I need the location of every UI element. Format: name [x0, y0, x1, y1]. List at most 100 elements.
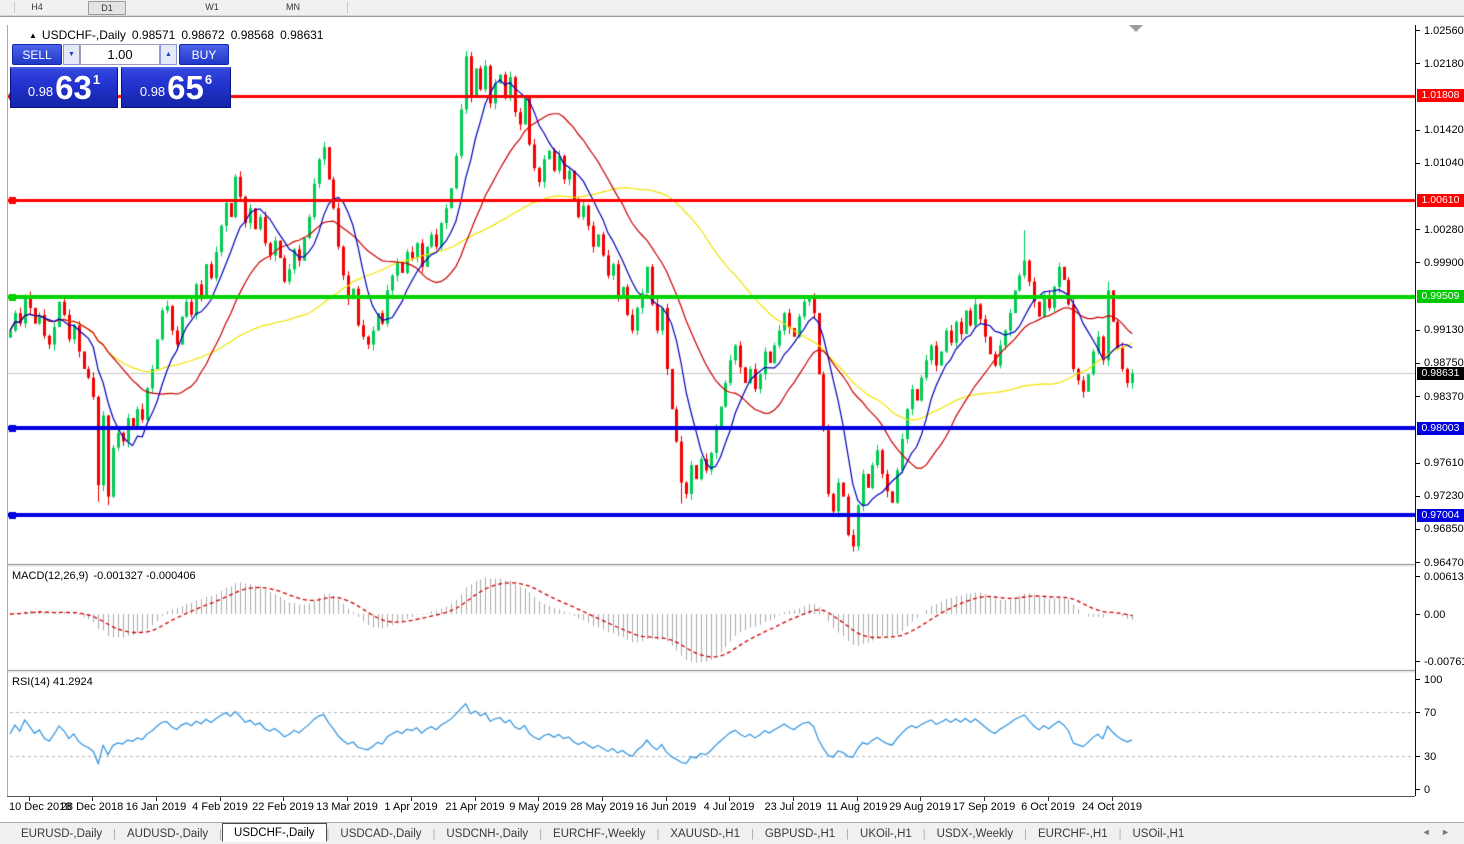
rsi-scale-tick-mark [1416, 679, 1420, 680]
date-label: 11 Aug 2019 [826, 801, 888, 813]
sell-quote-button[interactable]: 0.98 63 1 [10, 67, 118, 108]
chart-tab[interactable]: USDCNH-,Daily [446, 827, 529, 840]
price-axis[interactable]: 1.02560 1.02180 1.01420 1.01040 1.00280 0.999… [1415, 25, 1464, 796]
date-label: 16 Jan 2019 [125, 801, 187, 813]
price-tick: 0.99130 [1424, 324, 1464, 336]
date-tick-mark [602, 797, 603, 801]
date-tick-mark [729, 797, 730, 801]
tab-separator: | [922, 827, 926, 840]
sell-price-base: 0.98 [27, 84, 54, 99]
chart-tab[interactable]: USDCHF-,Daily [222, 823, 327, 842]
chart-tab[interactable]: EURCHF-,H1 [1037, 827, 1108, 840]
price-tick-mark [1416, 262, 1420, 263]
ohlc-high: 0.98672 [181, 28, 225, 42]
price-tick-mark [1416, 463, 1420, 464]
date-tick-mark [411, 797, 412, 801]
date-axis[interactable]: 10 Dec 2018 28 Dec 2018 16 Jan 2019 4 Feb 2… [7, 796, 1415, 816]
price-tick-mark [1416, 130, 1420, 131]
chart-tab[interactable]: EURCHF-,Weekly [553, 827, 646, 840]
chart-tab[interactable]: AUDUSD-,Daily [127, 827, 209, 840]
rsi-name: RSI(14) 41.2924 [12, 676, 93, 688]
chart-tab-bar: EURUSD-,Daily | AUDUSD-,Daily | USDCHF-,Dail… [0, 822, 1464, 844]
chart-tab[interactable]: UKOil-,H1 [860, 827, 912, 840]
price-tick: 0.98750 [1424, 357, 1464, 369]
price-tick: 1.02560 [1424, 25, 1464, 37]
tab-separator: | [656, 827, 660, 840]
price-tick: 1.01040 [1424, 157, 1464, 169]
rsi-indicator-label: RSI(14) 41.2924 [12, 676, 98, 688]
date-tick-mark [92, 797, 93, 801]
date-tick-mark [283, 797, 284, 801]
chart-tab[interactable]: USDX-,Weekly [936, 827, 1014, 840]
tab-separator: | [432, 827, 436, 840]
chart-tab[interactable]: GBPUSD-,H1 [764, 827, 836, 840]
price-badge: 0.99509 [1417, 290, 1464, 303]
symbol-title: USDCHF-,Daily [41, 28, 126, 42]
timeframe-button-mn[interactable]: MN [286, 2, 300, 12]
timeframe-button-h4[interactable]: H4 [31, 2, 43, 12]
one-click-trade-panel: SELL ▼ 1.00 ▲ BUY 0.98 63 1 0.98 65 6 [10, 42, 231, 108]
date-label: 16 Jun 2019 [635, 801, 697, 813]
date-label: 24 Oct 2019 [1082, 801, 1142, 813]
chart-window: ▲ USDCHF-,Daily 0.98571 0.98672 0.98568 0.986… [0, 16, 1464, 822]
collapse-triangle-icon[interactable]: ▲ [29, 31, 37, 40]
date-tick-mark [857, 797, 858, 801]
buy-button[interactable]: BUY [179, 44, 229, 65]
sell-price-sup: 1 [92, 72, 101, 87]
symbol-header: ▲ USDCHF-,Daily 0.98571 0.98672 0.98568 0.986… [29, 28, 323, 42]
date-label: 4 Jul 2019 [703, 801, 755, 813]
buy-price-sup: 6 [204, 72, 213, 87]
volume-increase-button[interactable]: ▲ [160, 44, 177, 65]
price-tick: 1.00280 [1424, 224, 1464, 236]
chart-tab[interactable]: EURUSD-,Daily [21, 827, 103, 840]
date-tick-mark [347, 797, 348, 801]
rsi-scale-tick: 70 [1424, 707, 1437, 719]
rsi-scale-tick-mark [1416, 789, 1420, 790]
price-tick: 1.02180 [1424, 58, 1464, 70]
date-label: 22 Feb 2019 [252, 801, 314, 813]
date-tick-mark [1112, 797, 1113, 801]
price-tick-mark [1416, 529, 1420, 530]
date-tick-mark [220, 797, 221, 801]
chart-tab[interactable]: USOil-,H1 [1132, 827, 1185, 840]
timeframe-button-d1[interactable]: D1 [88, 1, 126, 15]
price-badge: 1.00610 [1417, 194, 1464, 207]
price-badge: 0.98631 [1417, 367, 1464, 380]
date-label: 17 Sep 2019 [952, 801, 1016, 813]
buy-quote-button[interactable]: 0.98 65 6 [121, 67, 231, 108]
chart-tab[interactable]: USDCAD-,Daily [340, 827, 422, 840]
price-tick: 0.97610 [1424, 457, 1464, 469]
volume-input[interactable]: 1.00 [80, 44, 160, 65]
price-tick: 0.97230 [1424, 490, 1464, 502]
price-chart-canvas[interactable] [8, 25, 1416, 796]
price-tick-mark [1416, 363, 1420, 364]
toolbar-separator [14, 2, 15, 13]
volume-decrease-button[interactable]: ▼ [63, 44, 80, 65]
date-tick-mark [156, 797, 157, 801]
price-tick: 0.96850 [1424, 523, 1464, 535]
date-label: 21 Apr 2019 [445, 801, 505, 813]
tab-separator: | [219, 827, 223, 840]
date-tick-mark [1048, 797, 1049, 801]
tab-separator: | [751, 827, 754, 840]
timeframe-button-w1[interactable]: W1 [205, 2, 219, 12]
toolbar-separator [347, 2, 348, 13]
tab-separator: | [326, 827, 330, 840]
sell-price-big: 63 [55, 69, 92, 106]
date-label: 13 Mar 2019 [316, 801, 378, 813]
chart-tab[interactable]: XAUUSD-,H1 [670, 827, 740, 840]
price-badge: 0.98003 [1417, 422, 1464, 435]
chart-area[interactable]: ▲ USDCHF-,Daily 0.98571 0.98672 0.98568 0.986… [7, 25, 1416, 796]
date-tick-mark [475, 797, 476, 801]
price-tick: 0.99900 [1424, 257, 1464, 269]
price-tick: 1.01420 [1424, 124, 1464, 136]
rsi-scale-tick: 100 [1424, 674, 1443, 686]
tab-separator: | [539, 827, 543, 840]
macd-scale-tick-mark [1416, 661, 1420, 662]
tab-scroll-arrows[interactable]: ◄ ► [1421, 827, 1454, 837]
ohlc-close: 0.98631 [280, 28, 324, 42]
rsi-scale-tick: 30 [1424, 751, 1437, 763]
price-tick-mark [1416, 30, 1420, 31]
macd-indicator-label: MACD(12,26,9) -0.001327 -0.000406 [12, 570, 201, 582]
sell-button[interactable]: SELL [12, 44, 62, 65]
